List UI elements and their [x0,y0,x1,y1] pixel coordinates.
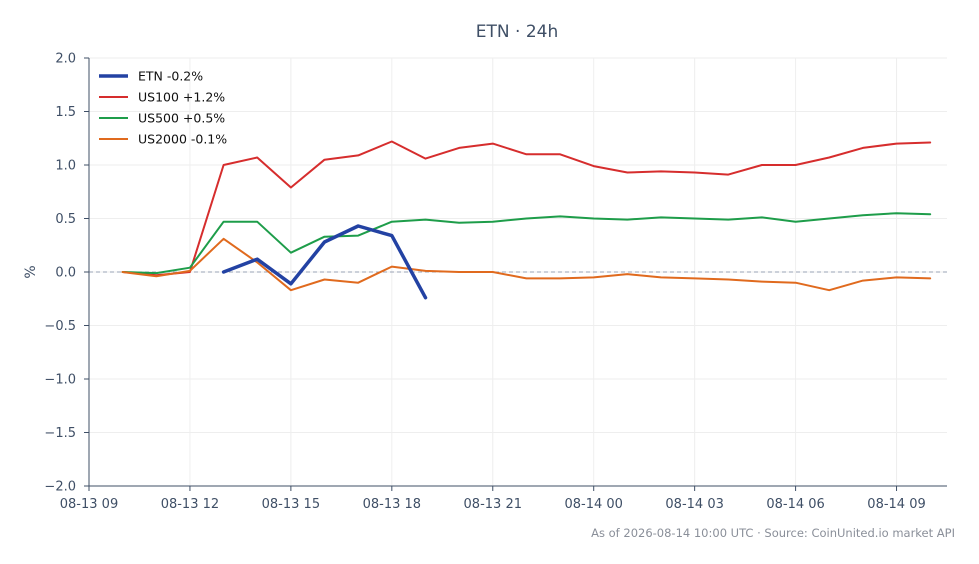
y-tick-label: −0.5 [44,319,76,334]
y-tick-label: −1.5 [44,426,76,441]
x-tick-label: 08-13 18 [363,497,421,512]
chart-title: ETN · 24h [476,22,558,42]
y-tick-label: −1.0 [44,373,76,388]
x-tick-label: 08-13 12 [161,497,219,512]
y-tick-label: −2.0 [44,480,76,495]
x-tick-label: 08-14 00 [564,497,622,512]
legend-label: US2000 -0.1% [138,132,227,147]
legend-label: ETN -0.2% [138,69,203,84]
footer-note: As of 2026-08-14 10:00 UTC · Source: Coi… [591,526,955,540]
x-tick-label: 08-13 21 [464,497,522,512]
y-tick-label: 1.5 [55,105,76,120]
x-tick-label: 08-14 09 [867,497,925,512]
legend-label: US500 +0.5% [138,111,225,126]
y-tick-label: 0.5 [55,212,76,227]
y-tick-label: 0.0 [55,266,76,281]
x-tick-labels: 08-13 09 08-13 12 08-13 15 08-13 18 08-13 21… [60,497,926,512]
series-line [121,237,932,292]
legend-label: US100 +1.2% [138,90,225,105]
x-tick-label: 08-14 03 [665,497,723,512]
x-tick-label: 08-13 15 [262,497,320,512]
x-tick-label: 08-13 09 [60,497,118,512]
series-lines [121,140,932,300]
y-axis-label: % [23,265,39,278]
y-tick-labels: 2.0 1.5 1.0 0.5 0.0 −0.5 −1.0 −1.5 −2.0 [44,52,76,495]
series-line [221,224,428,300]
series-line [121,140,932,277]
legend: ETN -0.2% US100 +1.2% US500 +0.5% US2000 -0… [99,69,227,147]
y-tick-label: 2.0 [55,52,76,67]
y-tick-label: 1.0 [55,159,76,174]
x-tick-label: 08-14 06 [766,497,824,512]
series-line [121,212,932,275]
axes [84,57,947,491]
